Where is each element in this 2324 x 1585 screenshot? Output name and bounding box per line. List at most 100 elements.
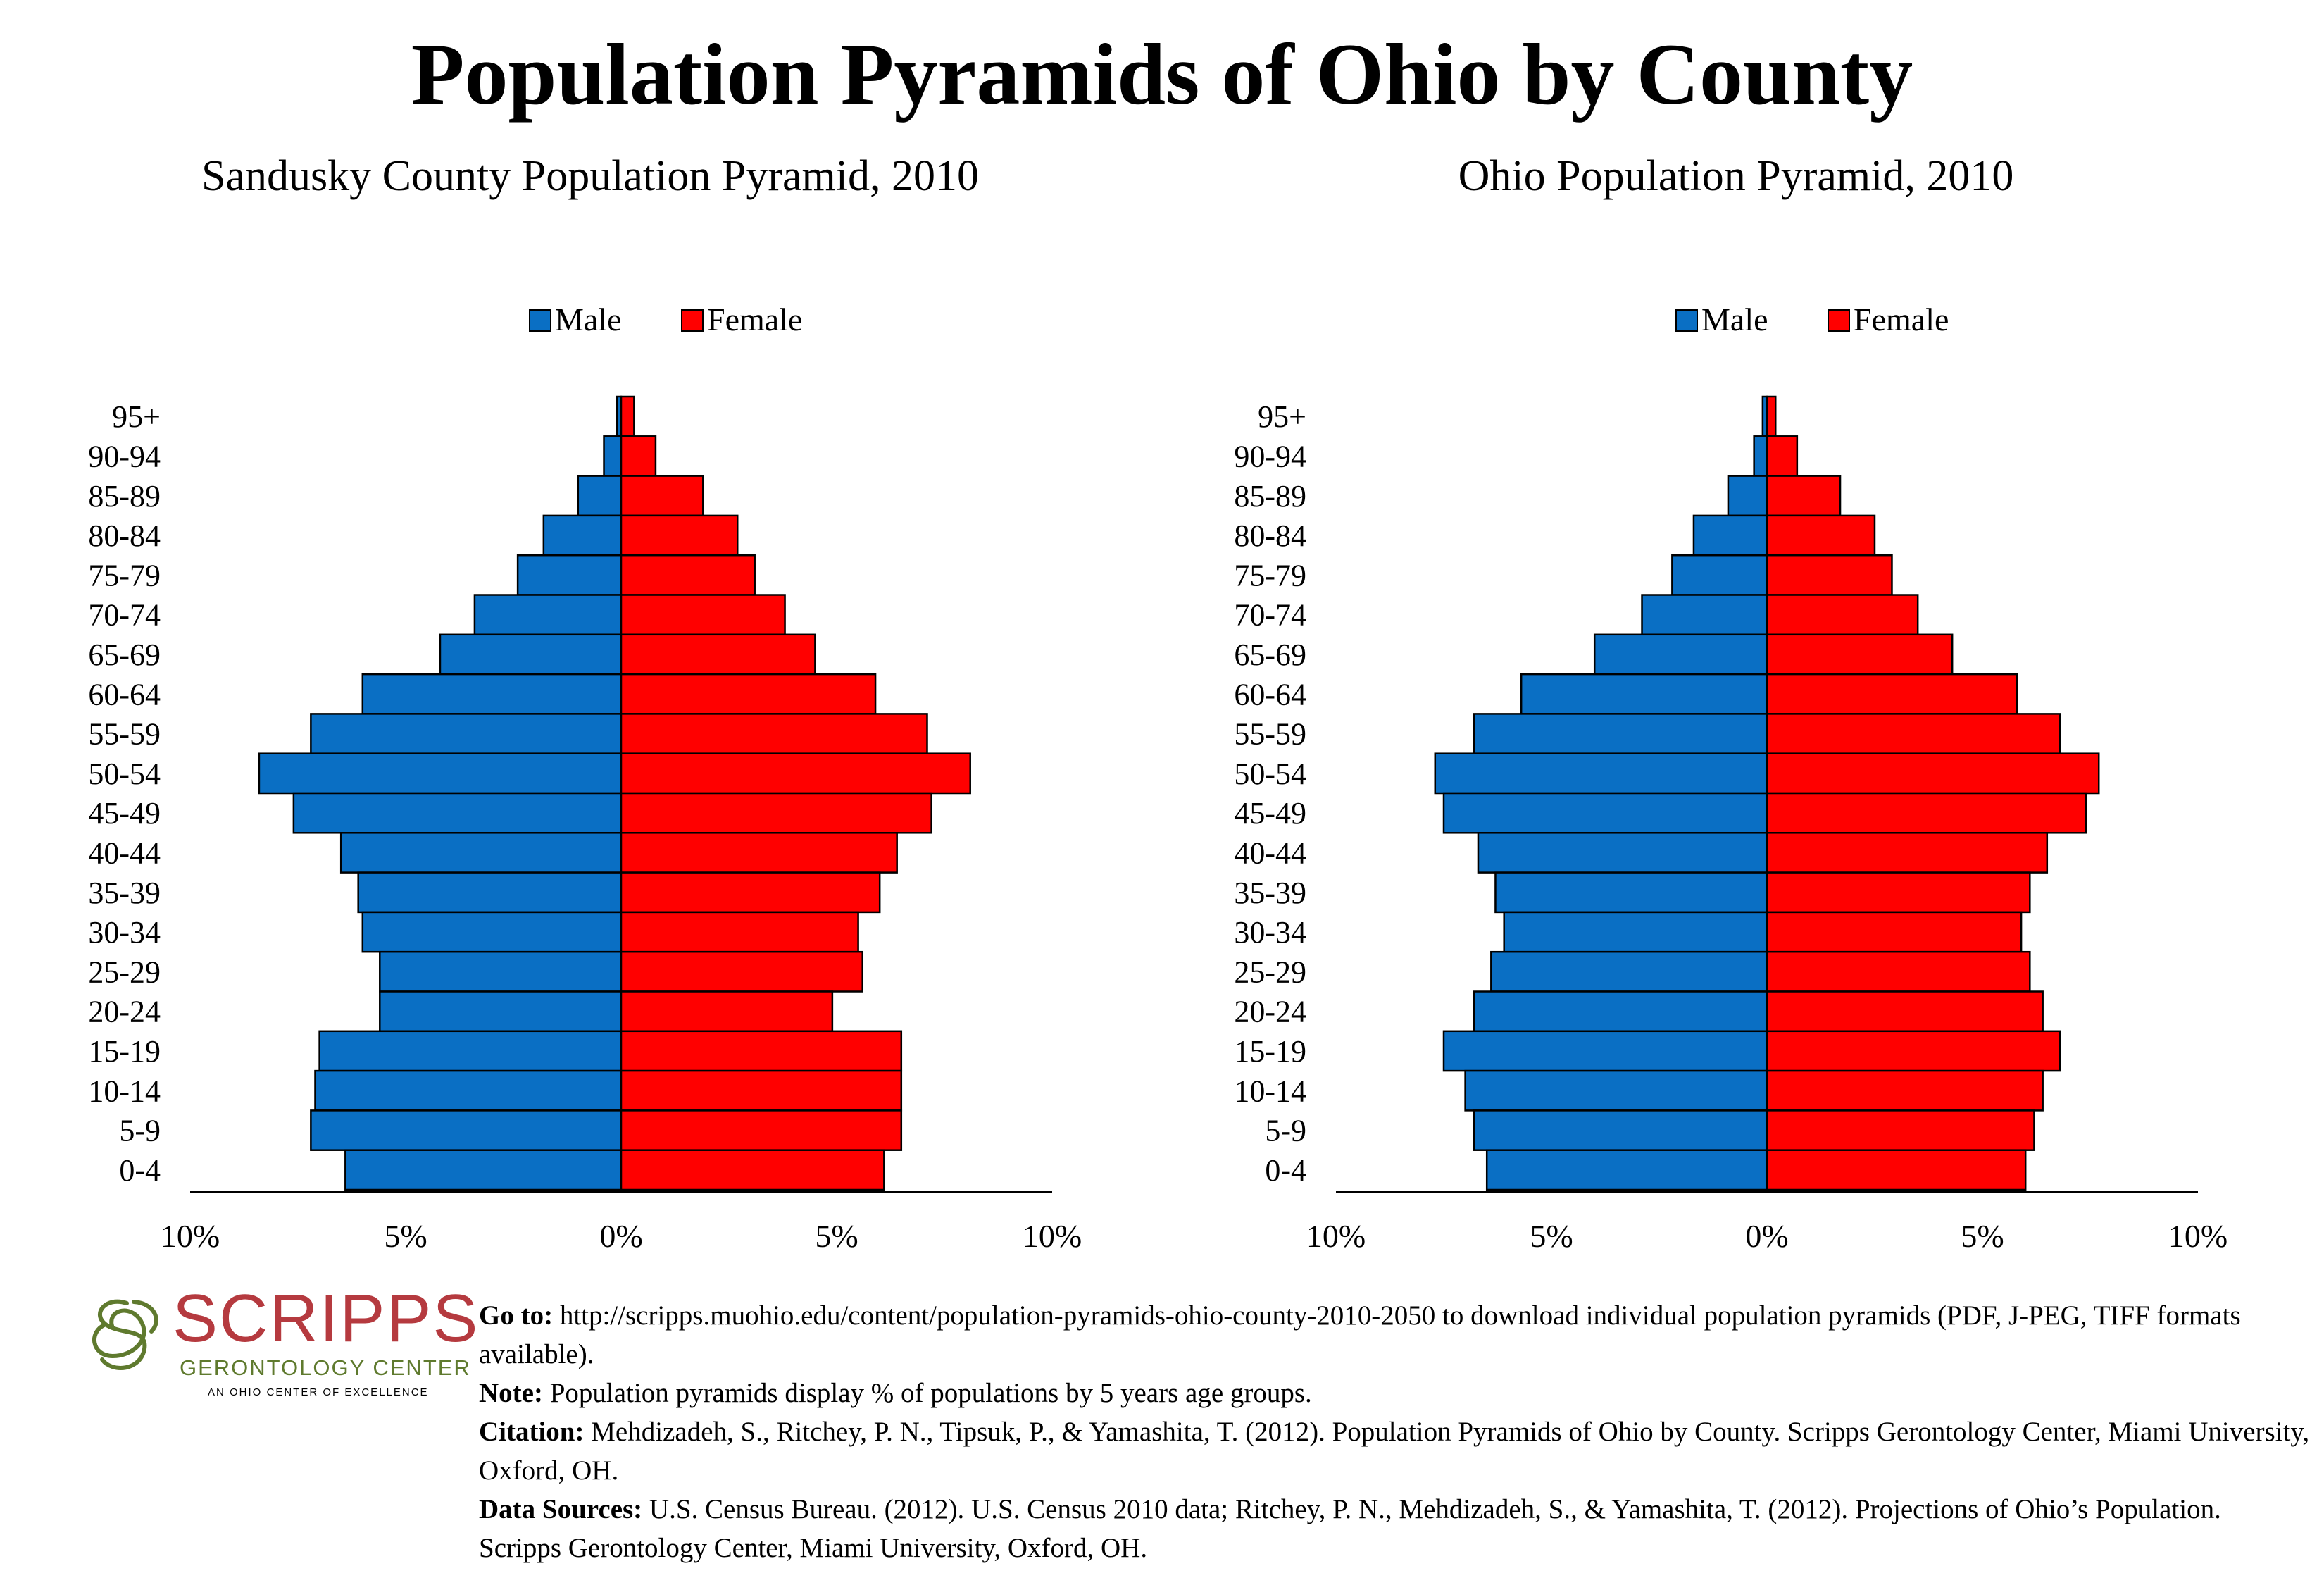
bar-male-15-19	[318, 1030, 623, 1072]
bar-female-70-74	[620, 594, 786, 636]
age-label: 50-54	[1234, 757, 1306, 791]
bar-male-15-19	[1442, 1030, 1768, 1072]
bar-male-40-44	[339, 832, 623, 874]
note-text: Population pyramids display % of populat…	[542, 1378, 1312, 1408]
x-tick-label: 5%	[815, 1218, 858, 1254]
bar-female-75-79	[620, 554, 756, 596]
legend-label-female: Female	[1854, 302, 1949, 337]
scripps-logo: SCRIPPS GERONTOLOGY CENTER AN OHIO CENTE…	[85, 1285, 477, 1402]
bar-male-45-49	[1442, 792, 1768, 834]
bar-male-20-24	[379, 990, 623, 1033]
bar-female-20-24	[620, 990, 834, 1033]
citation-label: Citation:	[479, 1417, 585, 1447]
age-label: 35-39	[1234, 876, 1306, 910]
age-label: 35-39	[88, 876, 161, 910]
legend: Male Female	[1675, 302, 1949, 337]
age-label: 15-19	[1234, 1034, 1306, 1069]
age-label: 60-64	[88, 677, 161, 711]
scripps-swirl-icon	[92, 1299, 158, 1370]
age-label: 90-94	[1234, 439, 1306, 473]
bar-male-50-54	[1434, 752, 1768, 795]
bar-male-55-59	[1473, 713, 1768, 754]
bar-female-20-24	[1766, 990, 2044, 1033]
page-title: Population Pyramids of Ohio by County	[411, 26, 1913, 123]
bar-male-0-4	[344, 1149, 623, 1191]
x-tick-label: 5%	[384, 1218, 427, 1254]
bar-female-40-44	[1766, 832, 2049, 874]
age-label: 60-64	[1234, 677, 1306, 711]
bar-female-15-19	[620, 1030, 903, 1072]
display-note: Note: Population pyramids display % of p…	[479, 1374, 2310, 1412]
bar-female-15-19	[1766, 1030, 2061, 1072]
bar-male-80-84	[542, 514, 623, 557]
bar-male-75-79	[516, 554, 623, 596]
bar-male-0-4	[1485, 1149, 1768, 1191]
bar-female-30-34	[620, 911, 859, 953]
age-label: 95+	[1258, 399, 1306, 434]
legend-label-male: Male	[555, 302, 622, 337]
age-label: 80-84	[88, 518, 161, 553]
logo-wordmark: SCRIPPS	[173, 1281, 480, 1356]
bar-male-25-29	[379, 950, 623, 993]
age-label: 25-29	[88, 955, 161, 989]
bar-male-20-24	[1473, 990, 1768, 1033]
bar-female-80-84	[1766, 514, 1876, 557]
population-pyramid-charts: Sandusky County Population Pyramid, 2010…	[88, 152, 2228, 1254]
bar-female-85-89	[620, 475, 704, 517]
bar-female-45-49	[620, 792, 932, 834]
bar-male-90-94	[603, 435, 623, 477]
sources-note: Data Sources: U.S. Census Bureau. (2012)…	[479, 1490, 2310, 1567]
bar-female-80-84	[620, 514, 739, 557]
age-label: 5-9	[119, 1114, 161, 1148]
age-label: 10-14	[88, 1074, 161, 1108]
legend-swatch-female	[681, 309, 704, 332]
bar-female-60-64	[620, 673, 877, 715]
bar-male-70-74	[1641, 594, 1768, 636]
goto-note: Go to: http://scripps.muohio.edu/content…	[479, 1296, 2310, 1374]
bar-female-85-89	[1766, 475, 1842, 517]
age-label: 10-14	[1234, 1074, 1306, 1108]
bar-female-0-4	[620, 1149, 885, 1191]
age-label: 95+	[112, 399, 161, 434]
bar-female-60-64	[1766, 673, 2018, 715]
bar-male-50-54	[258, 752, 623, 795]
age-label: 30-34	[88, 915, 161, 950]
bar-male-5-9	[310, 1110, 623, 1151]
age-label: 65-69	[1234, 638, 1306, 672]
footnotes: Go to: http://scripps.muohio.edu/content…	[479, 1296, 2310, 1567]
bar-male-90-94	[1753, 435, 1768, 477]
bar-female-45-49	[1766, 792, 2087, 834]
x-tick-label: 10%	[161, 1218, 220, 1254]
bar-male-75-79	[1671, 554, 1768, 596]
bar-male-10-14	[314, 1069, 623, 1112]
x-tick-label: 0%	[1745, 1218, 1788, 1254]
bar-female-25-29	[1766, 950, 2031, 993]
chart-title: Ohio Population Pyramid, 2010	[1458, 152, 2014, 200]
legend-label-male: Male	[1701, 302, 1768, 337]
chart-title: Sandusky County Population Pyramid, 2010	[201, 152, 979, 200]
legend-label-female: Female	[707, 302, 802, 337]
bar-male-40-44	[1477, 832, 1768, 874]
x-tick-label: 10%	[1023, 1218, 1082, 1254]
legend: Male Female	[529, 302, 802, 337]
bar-male-65-69	[439, 633, 623, 676]
age-label: 40-44	[1234, 835, 1306, 870]
age-label: 5-9	[1265, 1114, 1306, 1148]
bar-female-95+	[620, 395, 635, 437]
age-label: 20-24	[88, 995, 161, 1029]
goto-label: Go to:	[479, 1300, 554, 1331]
bar-male-80-84	[1692, 514, 1768, 557]
bar-female-25-29	[620, 950, 863, 993]
x-tick-label: 10%	[2168, 1218, 2228, 1254]
age-label: 75-79	[1234, 558, 1306, 592]
bar-female-10-14	[1766, 1069, 2044, 1112]
bar-male-30-34	[1503, 911, 1768, 953]
x-tick-label: 5%	[1961, 1218, 2004, 1254]
bar-female-5-9	[620, 1110, 903, 1151]
bar-female-30-34	[1766, 911, 2023, 953]
bar-male-10-14	[1464, 1069, 1768, 1112]
bar-male-5-9	[1473, 1110, 1768, 1151]
sources-label: Data Sources:	[479, 1494, 643, 1524]
age-label: 45-49	[1234, 796, 1306, 831]
bar-female-40-44	[620, 832, 898, 874]
